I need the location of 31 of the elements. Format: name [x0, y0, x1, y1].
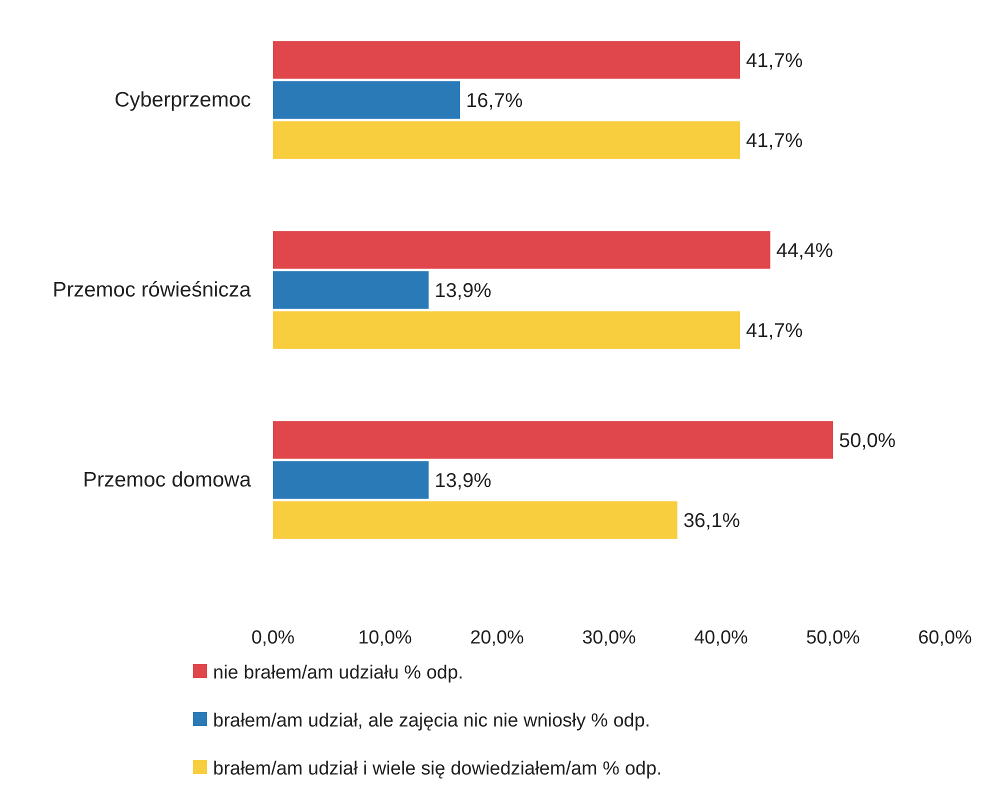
- x-tick-label: 50,0%: [806, 627, 860, 648]
- bar: [273, 271, 429, 309]
- data-label: 13,9%: [434, 280, 492, 302]
- x-tick-label: 10,0%: [358, 627, 412, 648]
- x-tick-label: 0,0%: [251, 627, 295, 648]
- y-tick-label: Przemoc rówieśnicza: [52, 278, 252, 302]
- bar: [273, 121, 740, 159]
- y-tick-label: Cyberprzemoc: [114, 88, 251, 112]
- y-tick-label: Przemoc domowa: [82, 468, 252, 492]
- data-label: 13,9%: [434, 470, 492, 492]
- data-label: 41,7%: [746, 130, 803, 152]
- legend-label: nie brałem/am udziału % odp.: [213, 662, 464, 684]
- bar: [273, 421, 833, 459]
- bar: [273, 501, 678, 539]
- data-label: 41,7%: [746, 320, 803, 342]
- x-tick-label: 40,0%: [694, 627, 748, 648]
- bar: [273, 461, 429, 499]
- bar: [273, 41, 740, 79]
- legend-label: brałem/am udział i wiele się dowiedziałem/am % odp.: [213, 758, 662, 780]
- bar: [273, 81, 460, 119]
- x-tick-label: 60,0%: [918, 627, 972, 648]
- x-tick-label: 30,0%: [582, 627, 636, 648]
- data-label: 41,7%: [746, 50, 803, 72]
- data-label: 36,1%: [683, 510, 740, 532]
- bar: [273, 311, 740, 349]
- legend-label: brałem/am udział, ale zajęcia nic nie wniosły % odp.: [213, 710, 650, 732]
- bar: [273, 231, 770, 269]
- data-label: 16,7%: [466, 90, 523, 112]
- data-label: 50,0%: [839, 430, 896, 452]
- x-tick-label: 20,0%: [470, 627, 524, 648]
- data-label: 44,4%: [776, 240, 834, 262]
